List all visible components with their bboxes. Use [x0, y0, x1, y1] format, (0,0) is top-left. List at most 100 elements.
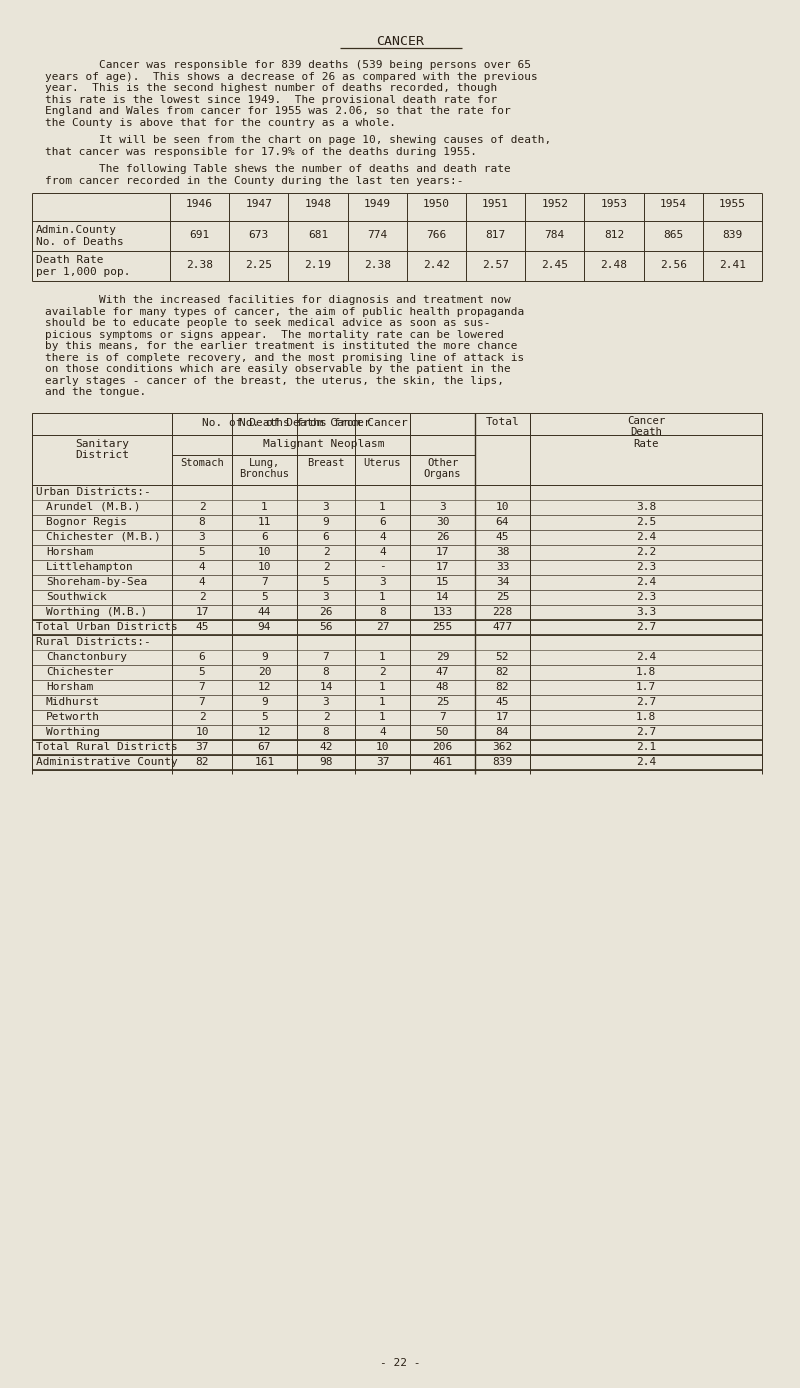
- Text: 5: 5: [198, 666, 206, 676]
- Text: 2: 2: [322, 547, 330, 557]
- Text: Breast: Breast: [307, 458, 345, 468]
- Text: 2: 2: [198, 712, 206, 722]
- Text: 10: 10: [195, 726, 209, 737]
- Text: 2.4: 2.4: [636, 756, 656, 766]
- Text: 26: 26: [436, 532, 450, 541]
- Text: Horsham: Horsham: [46, 682, 94, 691]
- Text: 17: 17: [436, 547, 450, 557]
- Text: 784: 784: [545, 229, 565, 240]
- Text: 45: 45: [496, 697, 510, 706]
- Text: Rural Districts:-: Rural Districts:-: [36, 637, 150, 647]
- Text: Other
Organs: Other Organs: [424, 458, 462, 479]
- Text: 10: 10: [376, 741, 390, 751]
- Text: 812: 812: [604, 229, 624, 240]
- Text: on those conditions which are easily observable by the patient in the: on those conditions which are easily obs…: [45, 364, 510, 373]
- Text: 2: 2: [198, 501, 206, 512]
- Text: should be to educate people to seek medical advice as soon as sus-: should be to educate people to seek medi…: [45, 318, 490, 328]
- Text: 2: 2: [379, 666, 386, 676]
- Text: 7: 7: [322, 651, 330, 662]
- Text: early stages - cancer of the breast, the uterus, the skin, the lips,: early stages - cancer of the breast, the…: [45, 376, 504, 386]
- Text: 1950: 1950: [423, 198, 450, 210]
- Text: by this means, for the earlier treatment is instituted the more chance: by this means, for the earlier treatment…: [45, 341, 518, 351]
- Text: It will be seen from the chart on page 10, shewing causes of death,: It will be seen from the chart on page 1…: [45, 135, 551, 144]
- Text: Bognor Regis: Bognor Regis: [46, 516, 127, 526]
- Text: 1953: 1953: [601, 198, 627, 210]
- Text: 10: 10: [258, 562, 271, 572]
- Text: Administrative County: Administrative County: [36, 756, 178, 766]
- Text: 2: 2: [322, 712, 330, 722]
- Text: 9: 9: [261, 697, 268, 706]
- Text: and the tongue.: and the tongue.: [45, 387, 146, 397]
- Text: 1.7: 1.7: [636, 682, 656, 691]
- Text: No. of Deaths from Cancer: No. of Deaths from Cancer: [239, 418, 408, 428]
- Text: No. of Deaths from Cancer: No. of Deaths from Cancer: [202, 418, 370, 428]
- Text: 228: 228: [492, 607, 513, 616]
- Text: Chichester: Chichester: [46, 666, 114, 676]
- Text: 7: 7: [198, 697, 206, 706]
- Text: 2.19: 2.19: [305, 260, 331, 269]
- Text: 6: 6: [261, 532, 268, 541]
- Text: 27: 27: [376, 622, 390, 632]
- Text: 4: 4: [379, 547, 386, 557]
- Text: 1: 1: [379, 697, 386, 706]
- Text: 1: 1: [379, 712, 386, 722]
- Text: 7: 7: [198, 682, 206, 691]
- Text: 9: 9: [261, 651, 268, 662]
- Text: 1: 1: [261, 501, 268, 512]
- Text: Littlehampton: Littlehampton: [46, 562, 134, 572]
- Text: 2.41: 2.41: [719, 260, 746, 269]
- Text: Arundel (M.B.): Arundel (M.B.): [46, 501, 141, 512]
- Text: 3: 3: [322, 501, 330, 512]
- Text: 9: 9: [322, 516, 330, 526]
- Text: Total: Total: [486, 416, 519, 426]
- Text: 161: 161: [254, 756, 274, 766]
- Text: 8: 8: [322, 666, 330, 676]
- Text: 64: 64: [496, 516, 510, 526]
- Text: available for many types of cancer, the aim of public health propaganda: available for many types of cancer, the …: [45, 307, 524, 316]
- Text: 33: 33: [496, 562, 510, 572]
- Text: 3.3: 3.3: [636, 607, 656, 616]
- Text: 52: 52: [496, 651, 510, 662]
- Text: that cancer was responsible for 17.9% of the deaths during 1955.: that cancer was responsible for 17.9% of…: [45, 147, 477, 157]
- Text: 48: 48: [436, 682, 450, 691]
- Text: 1955: 1955: [719, 198, 746, 210]
- Text: 20: 20: [258, 666, 271, 676]
- Text: Chichester (M.B.): Chichester (M.B.): [46, 532, 161, 541]
- Text: Stomach: Stomach: [180, 458, 224, 468]
- Text: 1951: 1951: [482, 198, 509, 210]
- Text: Cancer
Death
Rate: Cancer Death Rate: [627, 415, 665, 448]
- Text: 4: 4: [379, 532, 386, 541]
- Text: 2.4: 2.4: [636, 576, 656, 587]
- Text: 839: 839: [492, 756, 513, 766]
- Text: -: -: [379, 562, 386, 572]
- Text: Shoreham-by-Sea: Shoreham-by-Sea: [46, 576, 147, 587]
- Text: 47: 47: [436, 666, 450, 676]
- Text: 2.1: 2.1: [636, 741, 656, 751]
- Text: 14: 14: [436, 591, 450, 601]
- Text: - 22 -: - 22 -: [380, 1357, 420, 1369]
- Text: 7: 7: [439, 712, 446, 722]
- Text: 1949: 1949: [364, 198, 390, 210]
- Text: 50: 50: [436, 726, 450, 737]
- Text: 82: 82: [496, 682, 510, 691]
- Text: 25: 25: [436, 697, 450, 706]
- Text: The following Table shews the number of deaths and death rate: The following Table shews the number of …: [45, 164, 510, 174]
- Text: from cancer recorded in the County during the last ten years:-: from cancer recorded in the County durin…: [45, 175, 463, 186]
- Text: 82: 82: [195, 756, 209, 766]
- Text: 1: 1: [379, 682, 386, 691]
- Text: 1954: 1954: [660, 198, 686, 210]
- Text: 3: 3: [322, 697, 330, 706]
- Text: 34: 34: [496, 576, 510, 587]
- Text: 766: 766: [426, 229, 446, 240]
- Text: per 1,000 pop.: per 1,000 pop.: [36, 266, 130, 276]
- Text: 10: 10: [496, 501, 510, 512]
- Text: 2.42: 2.42: [423, 260, 450, 269]
- Text: picious symptoms or signs appear.  The mortality rate can be lowered: picious symptoms or signs appear. The mo…: [45, 329, 504, 340]
- Text: 691: 691: [190, 229, 210, 240]
- Text: 3.8: 3.8: [636, 501, 656, 512]
- Text: 2.2: 2.2: [636, 547, 656, 557]
- Text: 25: 25: [496, 591, 510, 601]
- Text: 5: 5: [322, 576, 330, 587]
- Text: 2.38: 2.38: [186, 260, 213, 269]
- Text: 37: 37: [195, 741, 209, 751]
